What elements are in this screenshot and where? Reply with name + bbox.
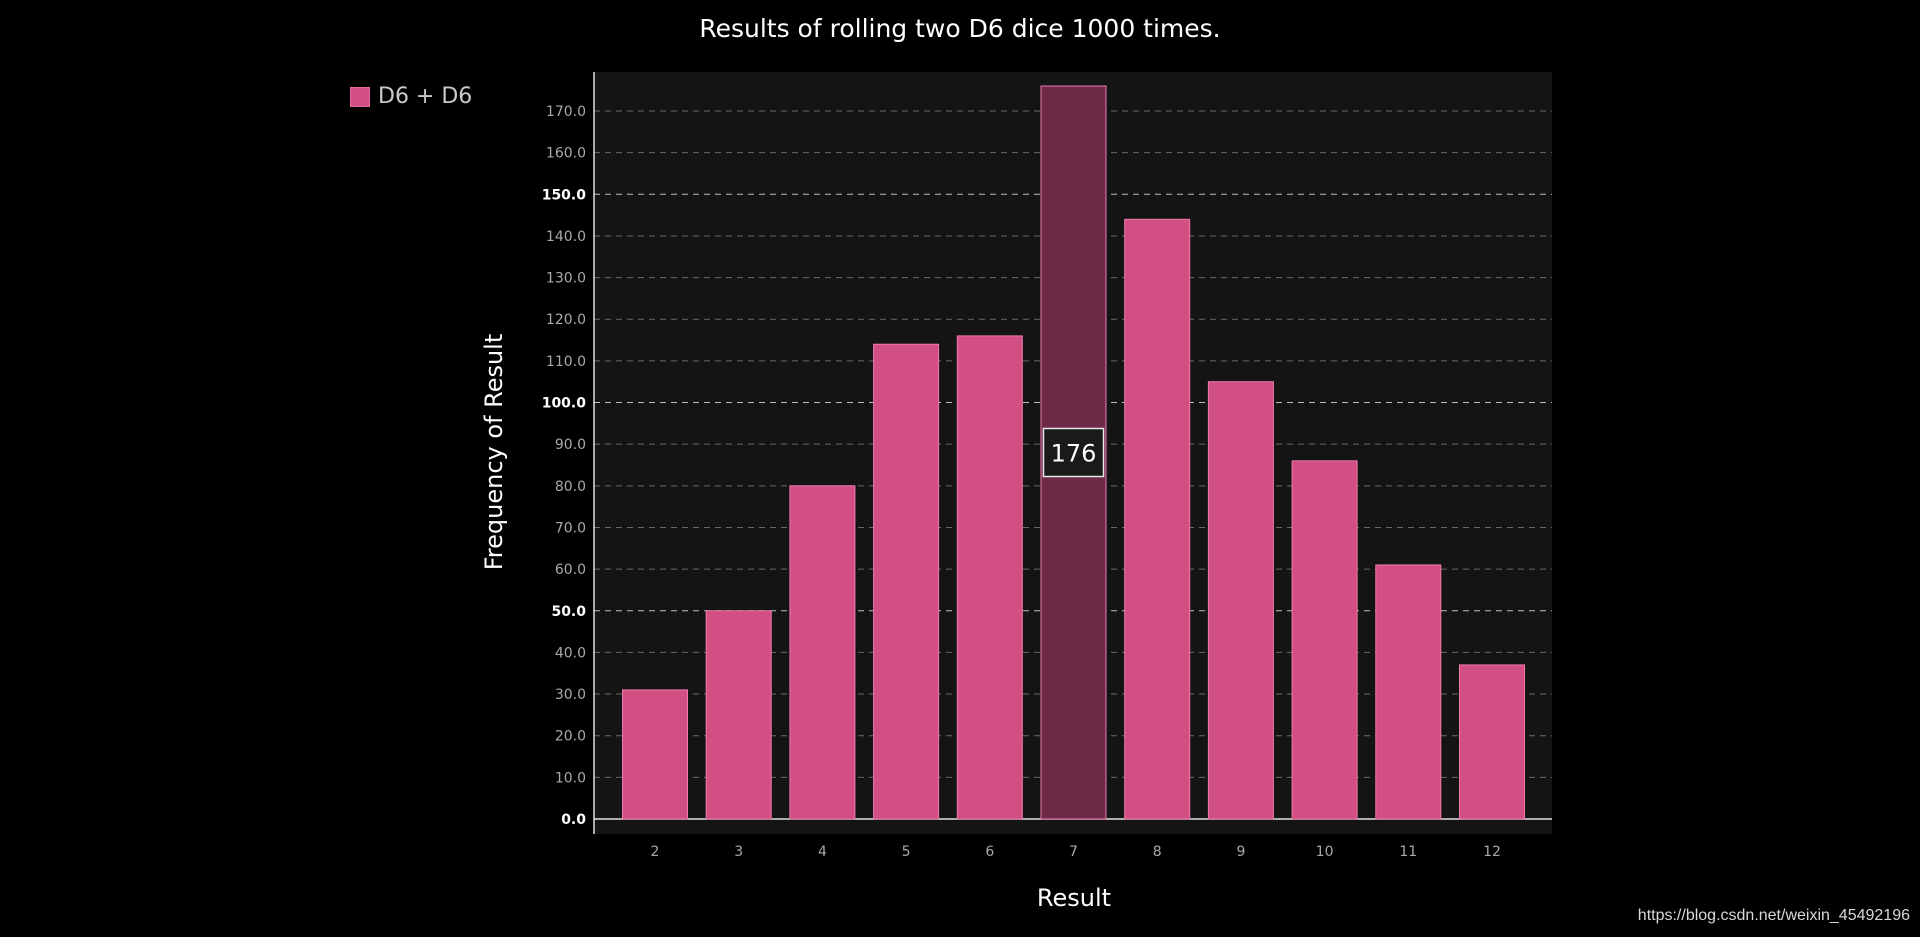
chart-title: Results of rolling two D6 dice 1000 time… bbox=[699, 14, 1221, 43]
y-tick-label: 110.0 bbox=[546, 354, 586, 370]
y-tick-label: 60.0 bbox=[555, 562, 586, 578]
x-tick-label: 11 bbox=[1399, 844, 1417, 860]
tooltip-value: 176 bbox=[1051, 440, 1097, 468]
x-tick-label: 9 bbox=[1236, 844, 1245, 860]
y-tick-label: 0.0 bbox=[561, 812, 586, 828]
x-tick-label: 12 bbox=[1483, 844, 1501, 860]
y-tick-label: 10.0 bbox=[555, 770, 586, 786]
y-tick-label: 160.0 bbox=[546, 146, 586, 162]
y-tick-label: 100.0 bbox=[542, 396, 587, 412]
x-tick-label: 6 bbox=[985, 844, 994, 860]
bar-3[interactable] bbox=[705, 610, 772, 820]
legend-label: D6 + D6 bbox=[378, 84, 473, 109]
legend[interactable]: D6 + D6 bbox=[350, 84, 472, 109]
bar-4[interactable] bbox=[789, 485, 856, 820]
y-tick-label: 140.0 bbox=[546, 229, 586, 245]
y-tick-label: 150.0 bbox=[542, 187, 587, 203]
bar-12[interactable] bbox=[1459, 664, 1525, 820]
x-tick-label: 10 bbox=[1316, 844, 1334, 860]
y-tick-label: 40.0 bbox=[555, 645, 586, 661]
x-tick-label: 3 bbox=[734, 844, 743, 860]
y-tick-label: 130.0 bbox=[546, 271, 586, 287]
watermark: https://blog.csdn.net/weixin_45492196 bbox=[1637, 907, 1910, 924]
y-axis-title: Frequency of Result bbox=[480, 334, 508, 571]
bar-11[interactable] bbox=[1375, 564, 1442, 820]
y-tick-label: 30.0 bbox=[555, 687, 586, 703]
y-tick-label: 170.0 bbox=[546, 104, 586, 120]
bar-9[interactable] bbox=[1207, 381, 1274, 820]
y-tick-label: 70.0 bbox=[555, 520, 586, 536]
x-tick-label: 2 bbox=[651, 844, 660, 860]
y-tick-label: 20.0 bbox=[555, 729, 586, 745]
x-tick-label: 7 bbox=[1069, 844, 1078, 860]
bar-6[interactable] bbox=[956, 335, 1023, 820]
x-tick-label: 4 bbox=[818, 844, 827, 860]
legend-swatch bbox=[350, 86, 370, 107]
x-tick-label: 8 bbox=[1153, 844, 1162, 860]
y-tick-label: 80.0 bbox=[555, 479, 586, 495]
bar-5[interactable] bbox=[873, 343, 940, 820]
y-tick-label: 120.0 bbox=[546, 312, 586, 328]
tooltip-box bbox=[1042, 427, 1105, 478]
x-tick-label: 5 bbox=[902, 844, 911, 860]
x-axis-title: Result bbox=[1037, 884, 1111, 912]
bar-8[interactable] bbox=[1124, 218, 1191, 820]
y-tick-label: 90.0 bbox=[555, 437, 586, 453]
bar-10[interactable] bbox=[1291, 460, 1358, 820]
y-tick-label: 50.0 bbox=[551, 604, 586, 620]
bar-2[interactable] bbox=[622, 689, 688, 820]
